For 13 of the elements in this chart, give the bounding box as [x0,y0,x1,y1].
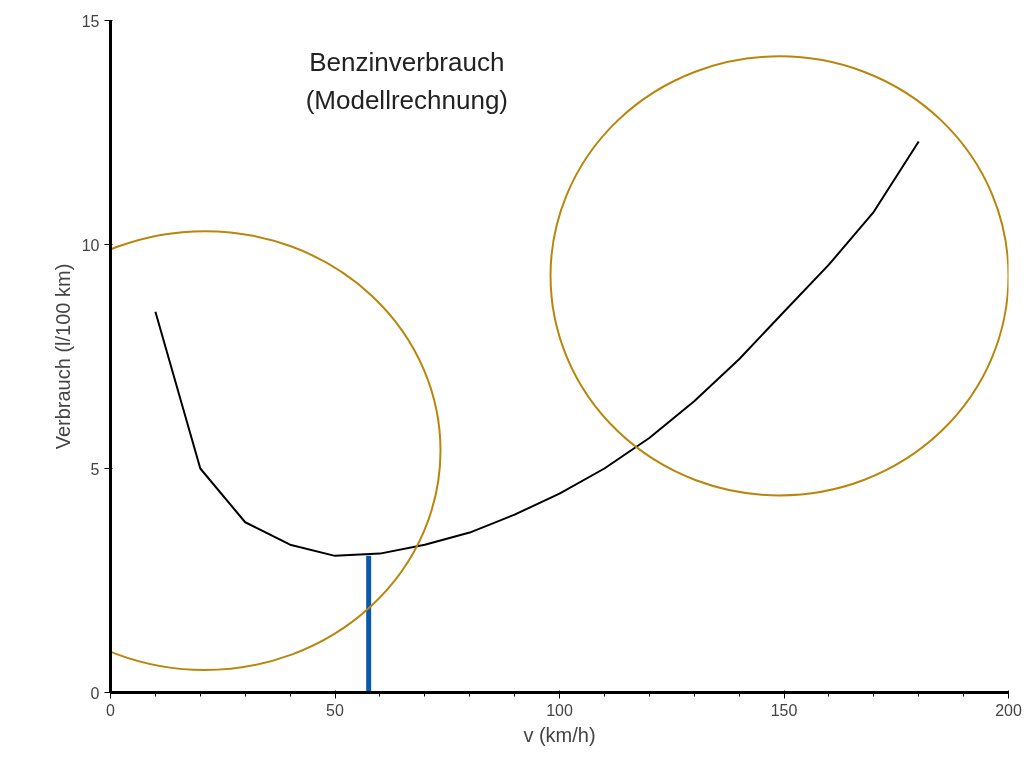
y-tick-label: 5 [90,460,100,478]
y-tick-label: 0 [90,684,100,702]
x-tick-label: 200 [995,701,1022,719]
x-tick-label: 100 [546,701,573,719]
line-series [154,140,920,557]
y-tick-label: 15 [81,12,100,30]
x-axis-title: v (km/h) [523,723,596,746]
x-tick-label: 150 [770,701,798,719]
x-tick-label: 50 [326,701,344,719]
y-axis-title: Verbrauch (l/100 km) [51,263,74,450]
text: Benzinverbrauch (Modellrechnung) [305,47,509,115]
x-tick-label: 0 [106,701,116,719]
y-tick-label: 10 [81,236,100,254]
